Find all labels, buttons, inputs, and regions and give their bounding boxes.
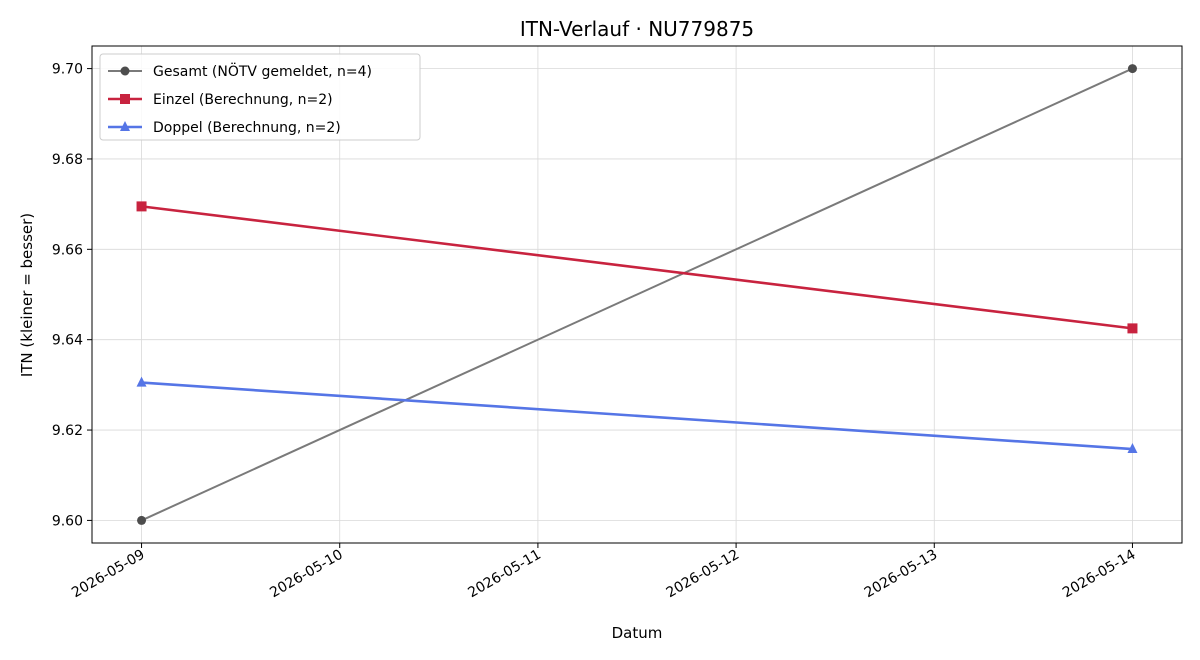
data-point [1127, 443, 1138, 454]
x-axis: 2026-05-09 2026-05-10 2026-05-11 2026-05-12… [69, 543, 1139, 602]
y-tick-label: 9.60 [52, 513, 83, 529]
series-line-2 [141, 381, 1133, 451]
series-2 [136, 376, 1138, 454]
legend-swatch-marker [120, 94, 130, 104]
data-point [1127, 64, 1137, 74]
y-tick-label: 9.68 [52, 152, 83, 168]
y-tick-label: 9.70 [52, 62, 83, 78]
series-1 [136, 201, 1138, 334]
legend-entry-label: Einzel (Berechnung, n=2) [153, 92, 333, 108]
data-point [136, 376, 147, 387]
y-tick-label: 9.66 [52, 242, 83, 258]
x-tick-label: 2026-05-09 [69, 547, 147, 602]
legend-entry-label: Doppel (Berechnung, n=2) [153, 120, 341, 136]
data-point [136, 201, 147, 212]
x-axis-label: Datum [612, 624, 663, 642]
y-axis-label: ITN (kleiner = besser) [18, 213, 36, 377]
legend-swatch-marker [120, 66, 130, 76]
y-tick-label: 9.64 [52, 333, 83, 349]
chart-title: ITN-Verlauf · NU779875 [520, 17, 754, 41]
legend-entry-label: Gesamt (NÖTV gemeldet, n=4) [153, 62, 372, 80]
series-line-1 [141, 205, 1133, 330]
plot-frame [91, 45, 1183, 544]
x-tick-label: 2026-05-10 [267, 547, 345, 602]
y-axis: 9.60 9.62 9.64 9.66 9.68 9.70 [52, 62, 92, 529]
data-point [137, 515, 147, 525]
legend-swatch-marker [120, 121, 130, 131]
legend: Gesamt (NÖTV gemeldet, n=4) Einzel (Berec… [99, 53, 421, 141]
x-tick-label: 2026-05-11 [465, 547, 543, 602]
series-0 [137, 64, 1137, 525]
x-tick-label: 2026-05-14 [1060, 547, 1139, 602]
x-tick-label: 2026-05-12 [664, 547, 742, 602]
series-layer [136, 64, 1138, 525]
y-tick-label: 9.62 [52, 423, 83, 439]
series-line-0 [141, 67, 1133, 522]
legend-box [99, 53, 421, 141]
x-tick-label: 2026-05-13 [862, 547, 940, 602]
data-point [1127, 323, 1138, 334]
